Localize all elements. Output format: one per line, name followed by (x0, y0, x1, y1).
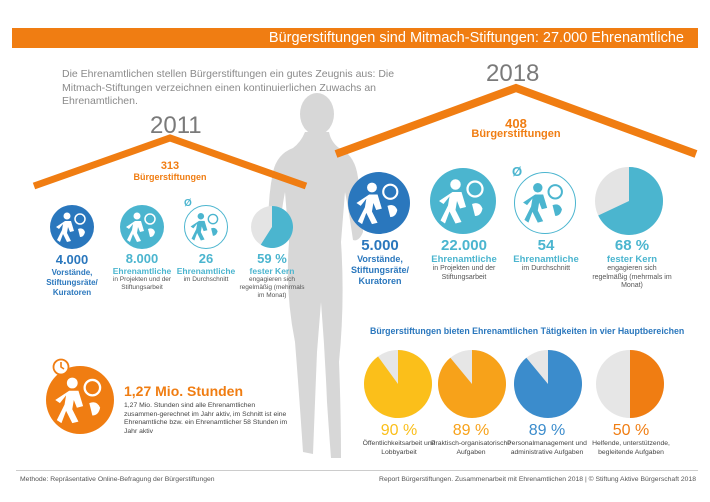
hours-text: 1,27 Mio. Stunden sind alle Ehrenamtlich… (124, 402, 288, 435)
stat-sub: im Durchschnitt (521, 265, 571, 272)
task-item-2: 89 % (512, 422, 582, 440)
hours-icon (46, 366, 114, 434)
stat-value: 68 % (614, 237, 650, 254)
stat-sub: in Projekten und der Stiftungsarbeit (112, 276, 172, 291)
task-label: Helfende, unterstützende, begleitende Au… (592, 440, 670, 456)
stat-label: Ehrenamtliche (513, 254, 579, 265)
year-2011: 2011 (150, 112, 202, 139)
walker-icon (356, 182, 399, 225)
average-symbol-2011: Ø (184, 198, 192, 209)
stat-2018-core: 68 % fester Kern engagieren sich regelmä… (590, 238, 674, 291)
volunteer-projects-icon-2018 (430, 168, 496, 234)
clock-icon (52, 358, 70, 376)
task-item-1: 89 % (436, 422, 506, 440)
walker-icon (56, 212, 86, 242)
walker-icon (126, 212, 156, 242)
walker-icon (55, 377, 102, 424)
task-pie-slice (630, 350, 664, 418)
stat-value: 26 (198, 251, 214, 266)
task-pie-slice (364, 350, 432, 418)
core-pie-2018 (595, 167, 664, 235)
stat-label: Vorstände, Stiftungsräte/ Kuratoren (350, 254, 409, 286)
footer-source: Report Bürgerstiftungen. Zusammenarbeit … (379, 476, 696, 483)
footer-divider (16, 470, 698, 471)
person-silhouette (268, 93, 363, 458)
volunteer-average-icon-2018 (514, 172, 576, 234)
core-pie-slice-2018 (598, 167, 664, 235)
task-pie-slice (437, 350, 506, 418)
stat-2018-average: 54 Ehrenamtliche im Durchschnitt (506, 238, 586, 274)
task-pct: 89 % (452, 422, 490, 439)
task-label: Öffentlichkeitsarbeit und Lobbyarbeit (362, 440, 436, 456)
task-item-0: 90 % (364, 422, 434, 440)
core-pie-2011 (251, 206, 294, 248)
tasks-pies (364, 350, 664, 418)
stat-2011-core: 59 % fester Kern engagieren sich regelmä… (238, 252, 306, 300)
stat-sub: in Projekten und der Stiftungsarbeit (432, 265, 496, 281)
title-banner: Bürgerstiftungen sind Mitmach-Stiftungen… (12, 28, 698, 48)
stat-2011-board: 4.000 Vorstände, Stiftungsräte/ Kuratore… (36, 252, 108, 298)
walker-icon (523, 183, 563, 223)
count-label-2011: Bürgerstiftungen (133, 172, 207, 182)
task-pct: 50 % (612, 422, 650, 439)
walker-icon (190, 212, 219, 241)
intro-text: Die Ehrenamtlichen stellen Bürgerstiftun… (62, 68, 395, 107)
footer-method: Methode: Repräsentative Online-Befragung… (20, 476, 215, 483)
task-label: Personalmanagement und administrative Au… (507, 440, 587, 456)
stat-2018-board: 5.000 Vorstände, Stiftungsräte/ Kuratore… (340, 238, 420, 287)
count-2018: 408 (505, 116, 527, 131)
stat-value: 54 (537, 237, 555, 254)
stat-label: fester Kern (249, 266, 295, 276)
count-2011: 313 (160, 160, 180, 172)
stat-2011-volunteers: 8.000 Ehrenamtliche in Projekten und der… (108, 252, 176, 292)
average-symbol-2018: Ø (512, 164, 523, 179)
tasks-title: Bürgerstiftungen bieten Ehrenamtlichen T… (370, 326, 685, 336)
stat-value: 5.000 (361, 237, 399, 254)
volunteer-board-icon-2011 (50, 205, 94, 249)
stat-label: fester Kern (606, 254, 658, 265)
roof-2011 (32, 134, 308, 190)
stat-value: 59 % (257, 251, 287, 266)
task-item-3: 50 % (596, 422, 666, 440)
roof-2018 (334, 83, 698, 158)
stat-label: Vorstände, Stiftungsräte/ Kuratoren (46, 268, 98, 297)
stat-sub: im Durchschnitt (183, 276, 229, 283)
stat-label: Ehrenamtliche (431, 254, 497, 265)
count-label-2018: Bürgerstiftungen (471, 128, 561, 140)
stat-value: 8.000 (125, 251, 159, 266)
stat-value: 22.000 (441, 237, 487, 254)
volunteer-board-icon-2018 (348, 172, 410, 234)
stat-value: 4.000 (55, 252, 89, 267)
task-pct: 90 % (380, 422, 418, 439)
page-title: Bürgerstiftungen sind Mitmach-Stiftungen… (268, 30, 684, 46)
year-2018: 2018 (486, 60, 540, 87)
hours-value: 1,27 Mio. Stunden (124, 383, 244, 399)
section-tag-label: EHRENAMTLICHE (28, 11, 145, 26)
stat-sub: engagieren sich regelmäßig (mehrmals im … (239, 276, 305, 299)
core-pie-slice-2011 (260, 206, 294, 248)
task-label: Praktisch-organisatorische Aufgaben (430, 440, 512, 456)
stat-2011-average: 26 Ehrenamtliche im Durchschnitt (174, 252, 238, 284)
stat-label: Ehrenamtliche (176, 266, 236, 276)
volunteer-projects-icon-2011 (120, 205, 164, 249)
volunteer-average-icon-2011 (184, 205, 228, 249)
stat-sub: engagieren sich regelmäßig (mehrmals im … (592, 265, 672, 289)
stat-label: Ehrenamtliche (112, 266, 172, 276)
task-pct: 89 % (528, 422, 566, 439)
task-pie-slice (513, 350, 582, 418)
walker-icon (439, 179, 484, 224)
section-tag: EHRENAMTLICHE (16, 8, 156, 30)
stat-2018-volunteers: 22.000 Ehrenamtliche in Projekten und de… (424, 238, 504, 282)
